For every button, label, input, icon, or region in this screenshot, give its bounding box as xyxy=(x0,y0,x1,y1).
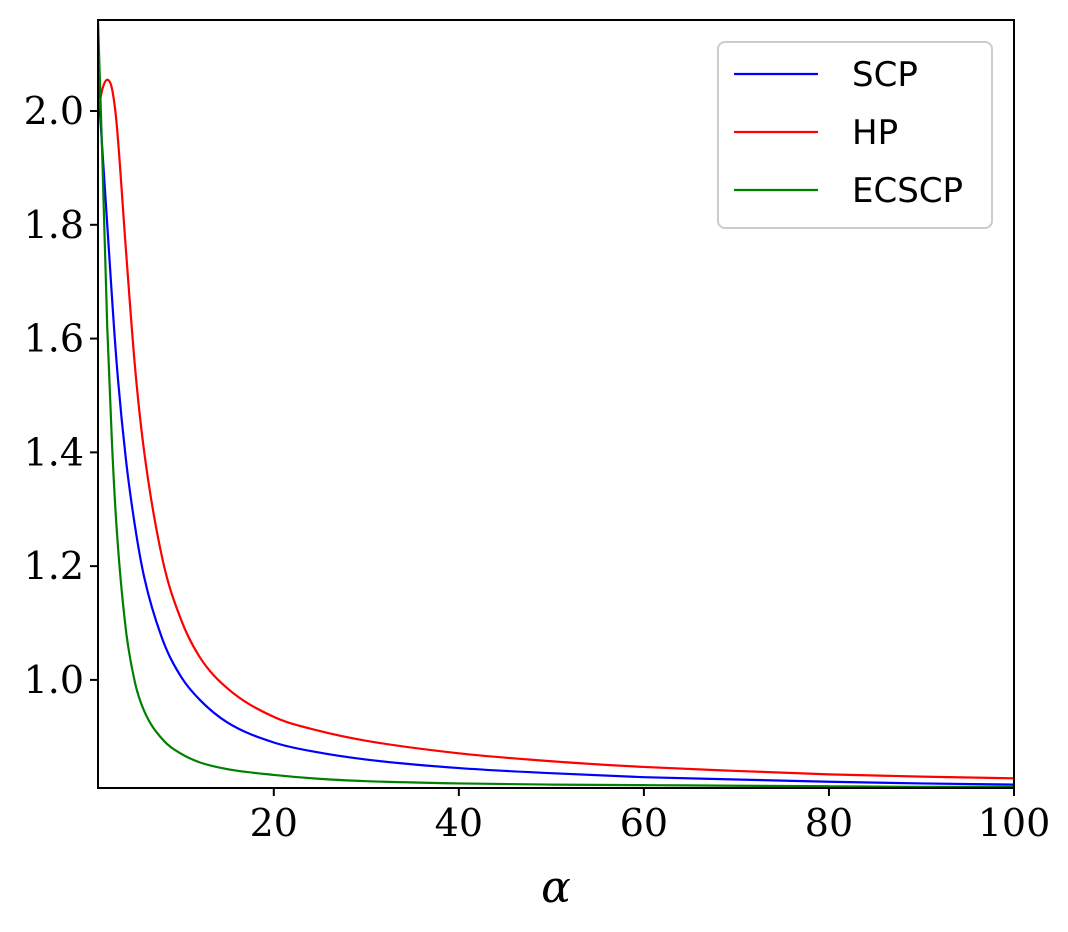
y-tick-label: 1.2 xyxy=(24,544,84,588)
plot-frame xyxy=(97,19,1015,789)
legend: SCP HP ECSCP xyxy=(717,41,993,229)
x-tick-label: 20 xyxy=(250,801,298,845)
x-tick-label: 80 xyxy=(805,801,853,845)
legend-item-hp: HP xyxy=(734,113,898,153)
x-axis-ticks: 20 40 60 80 100 xyxy=(250,788,1051,845)
series-line-ecscp xyxy=(98,20,1014,788)
legend-item-ecscp: ECSCP xyxy=(734,171,963,211)
legend-box xyxy=(717,41,993,229)
y-tick-label: 1.6 xyxy=(24,317,84,361)
y-tick-label: 1.0 xyxy=(24,658,84,702)
y-tick-label: 2.0 xyxy=(24,89,84,133)
series-layer xyxy=(98,20,1014,788)
y-axis-ticks: 1.0 1.2 1.4 1.6 1.8 2.0 xyxy=(24,89,98,702)
legend-label: HP xyxy=(852,113,898,153)
x-tick-label: 100 xyxy=(978,801,1051,845)
legend-item-scp: SCP xyxy=(734,55,918,95)
x-tick-label: 40 xyxy=(435,801,483,845)
series-line-hp xyxy=(98,78,1014,780)
x-tick-label: 60 xyxy=(620,801,668,845)
legend-label: SCP xyxy=(852,55,918,95)
x-axis-label: α xyxy=(541,862,571,913)
legend-label: ECSCP xyxy=(852,171,963,211)
series-line-scp xyxy=(98,82,1014,786)
y-tick-label: 1.4 xyxy=(24,430,84,474)
y-tick-label: 1.8 xyxy=(24,203,84,247)
